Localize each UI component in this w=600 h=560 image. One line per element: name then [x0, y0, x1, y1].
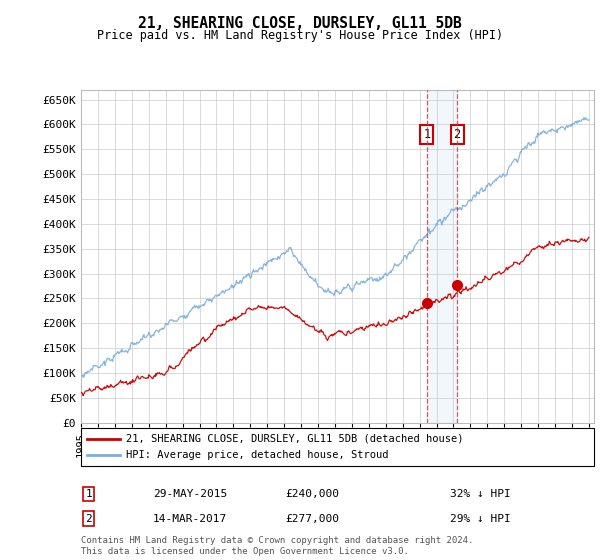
Text: 29% ↓ HPI: 29% ↓ HPI [450, 514, 511, 524]
Text: 21, SHEARING CLOSE, DURSLEY, GL11 5DB (detached house): 21, SHEARING CLOSE, DURSLEY, GL11 5DB (d… [126, 433, 464, 444]
Text: 2: 2 [454, 128, 461, 141]
Text: 1: 1 [423, 128, 430, 141]
Bar [427, 90, 457, 423]
Text: 21, SHEARING CLOSE, DURSLEY, GL11 5DB: 21, SHEARING CLOSE, DURSLEY, GL11 5DB [138, 16, 462, 31]
Text: £277,000: £277,000 [285, 514, 339, 524]
Text: HPI: Average price, detached house, Stroud: HPI: Average price, detached house, Stro… [126, 450, 389, 460]
Text: 1: 1 [85, 489, 92, 499]
Text: 29-MAY-2015: 29-MAY-2015 [153, 489, 227, 499]
Text: Price paid vs. HM Land Registry's House Price Index (HPI): Price paid vs. HM Land Registry's House … [97, 29, 503, 42]
Text: 2: 2 [85, 514, 92, 524]
Text: 32% ↓ HPI: 32% ↓ HPI [450, 489, 511, 499]
Text: 14-MAR-2017: 14-MAR-2017 [153, 514, 227, 524]
Text: £240,000: £240,000 [285, 489, 339, 499]
Text: Contains HM Land Registry data © Crown copyright and database right 2024.
This d: Contains HM Land Registry data © Crown c… [81, 536, 473, 556]
